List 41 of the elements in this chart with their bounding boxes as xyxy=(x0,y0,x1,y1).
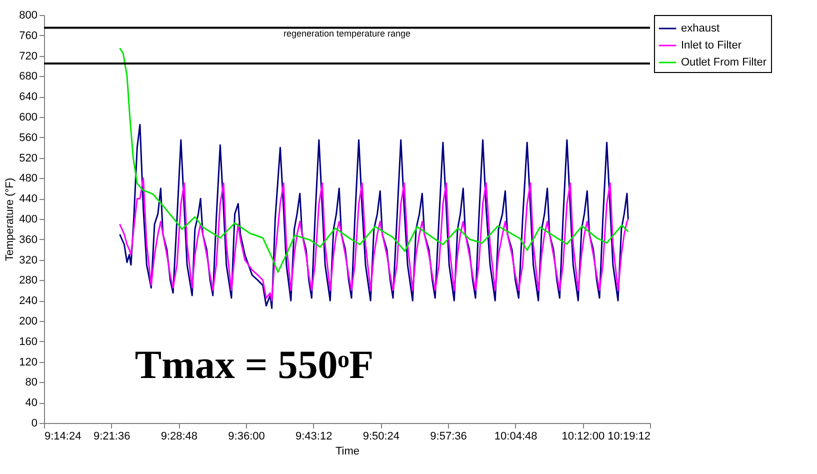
line-series xyxy=(119,47,629,273)
y-tick-label: 360 xyxy=(19,234,38,246)
y-tick-label: 80 xyxy=(25,376,38,389)
legend-label: Inlet to Filter xyxy=(681,40,742,52)
y-tick-label: 240 xyxy=(19,295,38,308)
x-tick-label: 9:43:12 xyxy=(295,430,332,442)
y-tick-label: 320 xyxy=(19,254,38,266)
annotation: Tmax = 550ᵒF xyxy=(134,342,374,387)
y-tick-label: 280 xyxy=(19,274,38,287)
legend-label: Outlet From Filter xyxy=(681,56,767,68)
y-tick-label: 400 xyxy=(19,214,38,226)
x-tick-label: 9:28:48 xyxy=(160,430,198,442)
y-tick-label: 200 xyxy=(19,316,38,328)
y-tick-label: 720 xyxy=(19,50,38,62)
x-tick-label: 10:19:12 xyxy=(608,430,650,442)
x-axis-title: Time xyxy=(335,446,360,458)
y-tick-label: 600 xyxy=(19,112,38,124)
annotation: regeneration temperature range xyxy=(283,28,411,38)
y-tick-label: 440 xyxy=(19,193,38,206)
y-tick-label: 680 xyxy=(19,70,38,83)
x-tick-label: 10:12:00 xyxy=(562,430,605,442)
x-tick-label: 9:14:24 xyxy=(44,430,82,442)
y-tick-label: 40 xyxy=(25,397,38,410)
x-tick-label: 9:36:00 xyxy=(228,430,265,442)
y-tick-label: 800 xyxy=(19,10,38,22)
legend-label: exhaust xyxy=(681,22,720,34)
y-tick-label: 560 xyxy=(19,132,38,144)
y-tick-label: 640 xyxy=(19,91,38,104)
y-tick-label: 520 xyxy=(19,152,38,164)
y-tick-label: 160 xyxy=(19,336,38,348)
y-tick-label: 120 xyxy=(19,356,38,368)
y-tick-label: 480 xyxy=(19,172,38,185)
x-tick-label: 9:50:24 xyxy=(362,430,400,442)
line-series xyxy=(119,124,629,309)
y-axis-title: Temperature (°F) xyxy=(4,178,16,262)
x-tick-label: 10:04:48 xyxy=(494,430,538,442)
line-series xyxy=(119,177,629,302)
y-tick-label: 0 xyxy=(31,418,38,430)
x-tick-label: 9:21:36 xyxy=(93,430,130,442)
x-tick-label: 9:57:36 xyxy=(430,430,467,442)
y-tick-label: 760 xyxy=(19,30,38,42)
